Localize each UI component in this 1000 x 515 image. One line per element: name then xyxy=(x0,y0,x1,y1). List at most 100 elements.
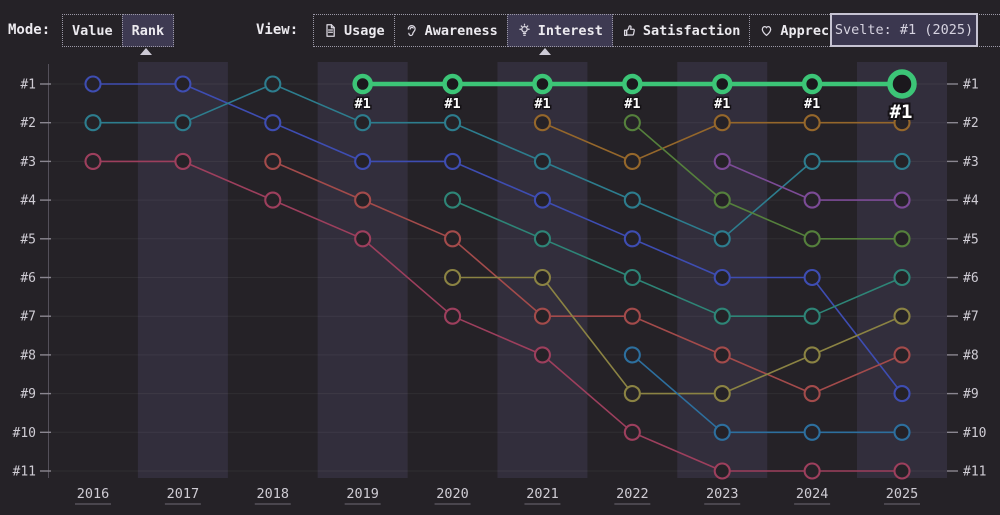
data-point-svelte[interactable] xyxy=(532,73,553,95)
rank-one-label: #1 xyxy=(355,96,371,112)
data-point-svelte[interactable] xyxy=(622,73,643,95)
data-point-green-framework[interactable] xyxy=(893,230,911,248)
data-point-red-framework[interactable] xyxy=(264,152,282,170)
data-point-royal-blue-framework[interactable] xyxy=(533,191,552,209)
year-label[interactable]: 2017 xyxy=(167,486,200,502)
data-point-crimson-framework[interactable] xyxy=(713,462,731,480)
view-awareness-button[interactable]: Awareness xyxy=(393,14,508,47)
data-point-orange-framework[interactable] xyxy=(713,114,731,132)
year-label[interactable]: 2024 xyxy=(796,486,829,502)
data-point-teal-framework[interactable] xyxy=(803,152,821,170)
data-point-svelte[interactable] xyxy=(801,73,823,95)
data-point-green-framework[interactable] xyxy=(803,230,821,248)
mode-rank-button[interactable]: Rank xyxy=(121,14,175,47)
data-point-crimson-framework[interactable] xyxy=(533,346,552,364)
data-point-olive-framework[interactable] xyxy=(803,346,821,364)
year-label[interactable]: 2019 xyxy=(346,486,379,502)
data-point-svelte[interactable] xyxy=(352,73,373,95)
data-point-teal-framework[interactable] xyxy=(264,75,282,93)
data-point-crimson-framework[interactable] xyxy=(893,462,911,480)
year-label[interactable]: 2021 xyxy=(526,486,559,502)
data-point-orange-framework[interactable] xyxy=(533,114,552,132)
data-point-olive-framework[interactable] xyxy=(444,268,462,287)
data-point-teal-green-framework[interactable] xyxy=(444,191,462,209)
view-usage-button[interactable]: Usage xyxy=(313,14,395,47)
data-point-teal-framework[interactable] xyxy=(533,152,552,170)
data-point-steel-blue-framework[interactable] xyxy=(803,423,821,441)
data-point-olive-framework[interactable] xyxy=(533,268,552,287)
data-point-crimson-framework[interactable] xyxy=(354,230,372,248)
data-point-crimson-framework[interactable] xyxy=(623,423,641,441)
data-point-teal-green-framework[interactable] xyxy=(533,230,552,248)
year-label[interactable]: 2016 xyxy=(77,486,110,502)
data-point-red-framework[interactable] xyxy=(893,346,911,364)
view-satisfaction-button[interactable]: Satisfaction xyxy=(611,14,751,47)
mode-toggle-group: Value Rank xyxy=(62,14,175,47)
data-point-teal-green-framework[interactable] xyxy=(893,268,911,287)
data-point-crimson-framework[interactable] xyxy=(264,191,282,209)
year-label[interactable]: 2025 xyxy=(886,486,919,502)
year-label[interactable]: 2022 xyxy=(616,486,649,502)
data-point-svelte[interactable] xyxy=(442,73,463,95)
data-point-steel-blue-framework[interactable] xyxy=(623,346,641,364)
rank-label-left: #2 xyxy=(20,116,36,131)
data-point-red-framework[interactable] xyxy=(533,307,552,325)
data-point-royal-blue-framework[interactable] xyxy=(713,268,731,287)
year-label[interactable]: 2018 xyxy=(257,486,290,502)
data-point-red-framework[interactable] xyxy=(623,307,641,325)
series-line-green-framework xyxy=(631,122,903,240)
data-point-teal-framework[interactable] xyxy=(174,114,192,132)
data-point-teal-green-framework[interactable] xyxy=(713,307,731,325)
data-point-red-framework[interactable] xyxy=(444,230,462,248)
data-point-royal-blue-framework[interactable] xyxy=(444,152,462,170)
data-point-teal-green-framework[interactable] xyxy=(803,307,821,325)
data-point-svelte[interactable] xyxy=(711,73,733,95)
data-point-steel-blue-framework[interactable] xyxy=(713,423,731,441)
data-point-teal-framework[interactable] xyxy=(893,152,911,170)
data-point-teal-framework[interactable] xyxy=(623,191,641,209)
data-point-purple-framework[interactable] xyxy=(893,191,911,209)
data-point-royal-blue-framework[interactable] xyxy=(84,75,102,93)
data-point-olive-framework[interactable] xyxy=(893,307,911,325)
data-point-purple-framework[interactable] xyxy=(803,191,821,209)
year-label[interactable]: 2023 xyxy=(706,486,739,502)
data-point-steel-blue-framework[interactable] xyxy=(893,423,911,441)
data-point-teal-framework[interactable] xyxy=(444,114,462,132)
data-point-teal-framework[interactable] xyxy=(84,114,102,132)
data-point-red-framework[interactable] xyxy=(803,385,821,403)
data-point-royal-blue-framework[interactable] xyxy=(893,385,911,403)
rank-label-left: #5 xyxy=(20,232,36,247)
year-band xyxy=(137,62,228,478)
data-point-royal-blue-framework[interactable] xyxy=(354,152,372,170)
data-point-green-framework[interactable] xyxy=(713,191,731,209)
rank-one-label: #1 xyxy=(534,96,550,112)
data-point-red-framework[interactable] xyxy=(354,191,372,209)
data-point-teal-framework[interactable] xyxy=(713,230,731,248)
rank-label-right: #5 xyxy=(963,232,979,247)
data-point-royal-blue-framework[interactable] xyxy=(264,114,282,132)
data-point-red-framework[interactable] xyxy=(713,346,731,364)
data-point-orange-framework[interactable] xyxy=(893,114,911,132)
data-point-svelte[interactable] xyxy=(887,69,917,99)
data-point-crimson-framework[interactable] xyxy=(444,307,462,325)
data-point-royal-blue-framework[interactable] xyxy=(623,230,641,248)
data-point-olive-framework[interactable] xyxy=(623,385,641,403)
year-label[interactable]: 2020 xyxy=(436,486,469,502)
view-interest-button[interactable]: Interest xyxy=(506,14,613,47)
data-point-crimson-framework[interactable] xyxy=(84,152,102,170)
data-point-olive-framework[interactable] xyxy=(713,385,731,403)
data-point-orange-framework[interactable] xyxy=(803,114,821,132)
data-point-purple-framework[interactable] xyxy=(713,152,731,170)
data-point-royal-blue-framework[interactable] xyxy=(174,75,192,93)
data-point-orange-framework[interactable] xyxy=(623,152,641,170)
mode-value-button[interactable]: Value xyxy=(62,14,123,47)
data-point-crimson-framework[interactable] xyxy=(803,462,821,480)
data-point-royal-blue-framework[interactable] xyxy=(803,268,821,287)
data-point-teal-green-framework[interactable] xyxy=(623,268,641,287)
data-point-teal-framework[interactable] xyxy=(354,114,372,132)
tooltip-text: Svelte: #1 (2025) xyxy=(834,22,974,38)
rank-label-right: #7 xyxy=(963,310,979,325)
data-point-crimson-framework[interactable] xyxy=(174,152,192,170)
data-point-green-framework[interactable] xyxy=(623,114,641,132)
